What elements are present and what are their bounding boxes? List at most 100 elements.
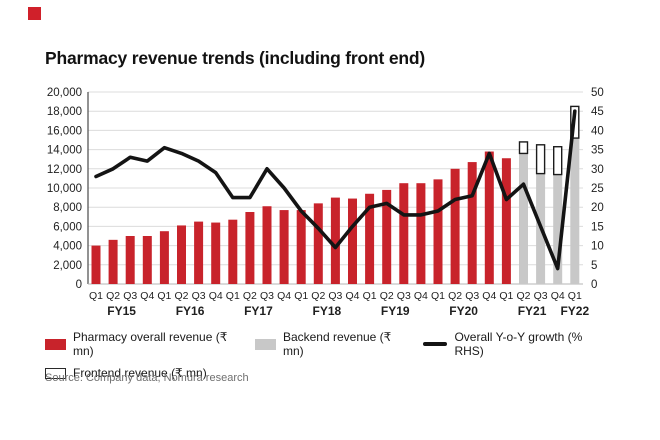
pharmacy-bar <box>433 179 443 284</box>
pharmacy-bar <box>108 239 118 284</box>
backend-swatch-icon <box>254 338 276 350</box>
right-axis-tick: 10 <box>591 241 604 253</box>
legend-item-backend: Backend revenue (₹ mn) <box>254 330 400 358</box>
pharmacy-bar <box>296 210 306 284</box>
pharmacy-bar <box>313 203 323 284</box>
left-axis-tick: 10,000 <box>47 183 82 195</box>
quarter-label: Q3 <box>465 290 479 302</box>
chart-title: Pharmacy revenue trends (including front… <box>45 48 425 68</box>
legend-item-growth: Overall Y-o-Y growth (% RHS) <box>423 330 596 358</box>
pharmacy-bar <box>279 210 289 284</box>
quarter-label: Q3 <box>260 290 274 302</box>
right-axis-tick: 45 <box>591 106 604 118</box>
right-axis-tick: 0 <box>591 279 597 291</box>
quarter-label: Q3 <box>397 290 411 302</box>
fy-label: FY15 <box>107 304 136 318</box>
right-axis-tick: 20 <box>591 202 604 214</box>
pharmacy-bar <box>262 206 272 284</box>
left-axis-tick: 0 <box>76 279 82 291</box>
pharmacy-bar <box>501 158 511 284</box>
pharmacy-bar <box>142 236 152 284</box>
legend-label-growth: Overall Y-o-Y growth (% RHS) <box>454 330 583 358</box>
quarter-label: Q4 <box>209 290 223 302</box>
quarter-label: Q1 <box>157 290 171 302</box>
backend-bar <box>570 138 580 284</box>
right-axis-tick: 30 <box>591 164 604 176</box>
legend-item-pharmacy: Pharmacy overall revenue (₹ mn) <box>45 330 231 358</box>
legend-row-1: Pharmacy overall revenue (₹ mn) Backend … <box>45 330 620 358</box>
quarter-label: Q1 <box>294 290 308 302</box>
pharmacy-bar <box>467 162 477 284</box>
pharmacy-bar <box>177 225 186 284</box>
pharmacy-swatch-icon <box>45 338 66 350</box>
right-axis-tick: 50 <box>591 87 604 99</box>
pharmacy-bar <box>399 183 409 284</box>
fy-label: FY17 <box>244 304 273 318</box>
backend-bar <box>553 174 563 284</box>
quarter-label: Q3 <box>123 290 137 302</box>
right-axis-tick: 5 <box>591 260 597 272</box>
quarter-label: Q1 <box>431 290 445 302</box>
brand-red-square <box>28 7 41 20</box>
pharmacy-bar <box>194 221 204 284</box>
quarter-label: Q1 <box>568 290 582 302</box>
quarter-label: Q4 <box>277 290 291 302</box>
frontend-bar <box>518 141 529 155</box>
quarter-label: Q4 <box>140 290 154 302</box>
legend-label-backend: Backend revenue (₹ mn) <box>282 330 392 358</box>
pharmacy-bar <box>330 197 340 284</box>
quarter-label: Q2 <box>243 290 257 302</box>
right-axis-tick: 35 <box>591 145 604 157</box>
quarter-label: Q3 <box>328 290 342 302</box>
pharmacy-bar <box>365 193 375 284</box>
frontend-bar <box>535 144 546 175</box>
quarter-label: Q2 <box>106 290 120 302</box>
left-axis-tick: 18,000 <box>47 106 82 118</box>
legend-label-frontend: Frontend revenue (₹ mn) <box>73 366 207 380</box>
left-axis-tick: 14,000 <box>47 145 82 157</box>
pharmacy-bar <box>91 245 101 284</box>
right-axis-tick: 40 <box>591 125 604 137</box>
fy-label: FY19 <box>381 304 410 318</box>
quarter-label: Q4 <box>551 290 565 302</box>
pharmacy-bar <box>228 219 238 284</box>
quarter-label: Q3 <box>192 290 206 302</box>
left-axis-tick: 2,000 <box>53 260 82 272</box>
quarter-label: Q1 <box>226 290 240 302</box>
left-axis-tick: 12,000 <box>47 164 82 176</box>
pharmacy-bar <box>484 151 494 284</box>
legend-label-pharmacy: Pharmacy overall revenue (₹ mn) <box>73 330 228 358</box>
pharmacy-bar <box>450 168 460 284</box>
pharmacy-bar <box>125 236 135 284</box>
legend-item-frontend: Frontend revenue (₹ mn) <box>45 366 207 380</box>
quarter-label: Q1 <box>89 290 103 302</box>
fy-label: FY18 <box>313 304 342 318</box>
pharmacy-bar <box>382 189 392 284</box>
chart-legend: Pharmacy overall revenue (₹ mn) Backend … <box>45 330 620 388</box>
backend-bar <box>519 153 528 284</box>
fy-label: FY20 <box>449 304 478 318</box>
pharmacy-bar <box>416 183 426 284</box>
growth-line-swatch-icon <box>423 342 448 346</box>
quarter-label: Q4 <box>482 290 496 302</box>
legend-row-2: Frontend revenue (₹ mn) <box>45 366 620 380</box>
quarter-label: Q1 <box>363 290 377 302</box>
quarter-label: Q4 <box>345 290 359 302</box>
pharmacy-bar <box>159 231 169 284</box>
fy-label: FY16 <box>176 304 205 318</box>
quarter-label: Q2 <box>380 290 394 302</box>
frontend-swatch-icon <box>45 367 66 379</box>
right-axis-tick: 25 <box>591 183 604 195</box>
left-axis-tick: 8,000 <box>53 202 82 214</box>
quarter-label: Q2 <box>311 290 325 302</box>
quarter-label: Q2 <box>516 290 530 302</box>
source-attribution: Source: Company data, Nomura research <box>45 372 249 384</box>
pharmacy-bar <box>211 222 221 284</box>
quarter-label: Q4 <box>414 290 428 302</box>
pharmacy-bar <box>348 198 357 284</box>
left-axis-tick: 4,000 <box>53 241 82 253</box>
right-axis-tick: 15 <box>591 221 604 233</box>
left-axis-tick: 20,000 <box>47 87 82 99</box>
